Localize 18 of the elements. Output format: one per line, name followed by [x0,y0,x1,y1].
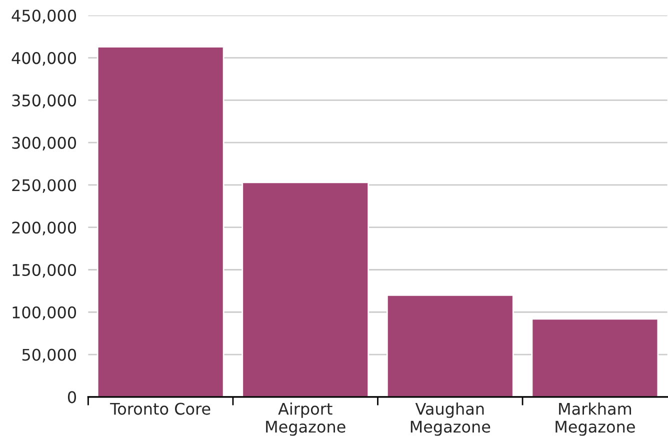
x-tick-label: Markham Megazone [556,402,635,436]
x-tick-label: Toronto Core [110,402,210,415]
bar [386,294,514,397]
y-tick-label: 250,000 [12,179,76,193]
y-tick-label: 50,000 [22,348,76,362]
y-tick-label: 150,000 [12,264,76,278]
x-tick-label: Airport Megazone [266,402,346,436]
bar [242,182,370,397]
bar [531,318,659,397]
bar [96,46,224,397]
x-tick-label: Vaughan Megazone [410,402,490,436]
y-tick-label: 200,000 [12,222,76,236]
y-tick-label: 0 [68,391,76,404]
y-tick-label: 100,000 [12,306,76,320]
y-tick-label: 450,000 [12,10,76,24]
y-tick-label: 350,000 [12,94,76,108]
y-tick-label: 300,000 [12,136,76,151]
y-tick-label: 400,000 [12,52,76,66]
